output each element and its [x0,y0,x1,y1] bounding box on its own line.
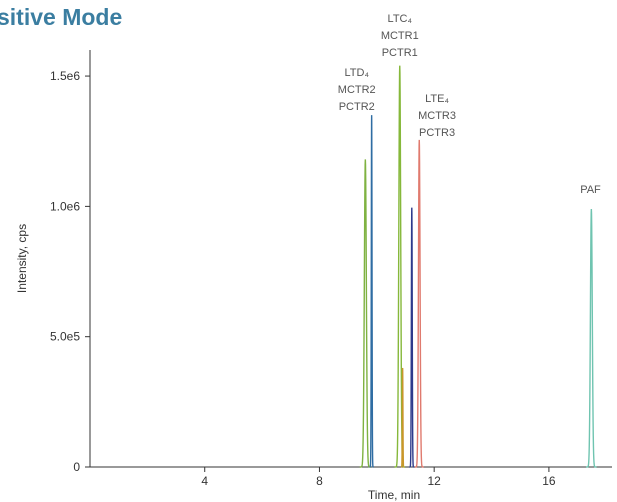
series-group [359,65,597,468]
y-tick-label: 1.0e6 [50,199,80,213]
x-tick-label: 12 [427,474,441,488]
y-tick-label: 5.0e5 [50,330,80,344]
peak-annotation: LTE₄ MCTR3 PCTR3 [418,93,456,139]
chart-title: sitive Mode [0,4,123,30]
y-tick-label: 0 [73,460,80,474]
peak-annotation: LTD₄ MCTR2 PCTR2 [338,67,376,113]
annotation-line: PCTR2 [339,101,375,113]
annotation-line: PCTR3 [419,127,455,139]
series-peak-7 [586,208,597,468]
annotation-line: LTC₄ [388,13,413,25]
peak-annotations: LTC₄ MCTR1 PCTR1 LTD₄ MCTR2 PCTR2 LTE₄ MCTR3 PCT… [338,13,601,196]
peak-annotation: PAF [580,184,601,196]
annotation-line: MCTR1 [381,30,419,42]
annotation-line: LTD₄ [345,67,370,79]
x-tick-label: 8 [316,474,323,488]
x-tick-label: 4 [201,474,208,488]
series-peak-2 [369,115,374,468]
series-peak-4 [400,367,405,468]
annotation-line: MCTR3 [418,110,456,122]
series-peak-1 [359,159,371,468]
annotation-line: PAF [580,184,601,196]
axis-ticks: 0 5.0e5 1.0e6 1.5e6 4 8 12 16 [50,69,556,488]
series-peak-6 [414,139,424,468]
y-tick-label: 1.5e6 [50,69,80,83]
x-tick-label: 16 [542,474,556,488]
series-peak-5 [409,207,415,468]
peak-annotation: LTC₄ MCTR1 PCTR1 [381,13,419,59]
annotation-line: MCTR2 [338,84,376,96]
y-axis-label: Intensity, cps [15,224,29,293]
annotation-line: PCTR1 [382,47,418,59]
annotation-line: LTE₄ [425,93,449,105]
x-axis-label: Time, min [368,488,420,502]
